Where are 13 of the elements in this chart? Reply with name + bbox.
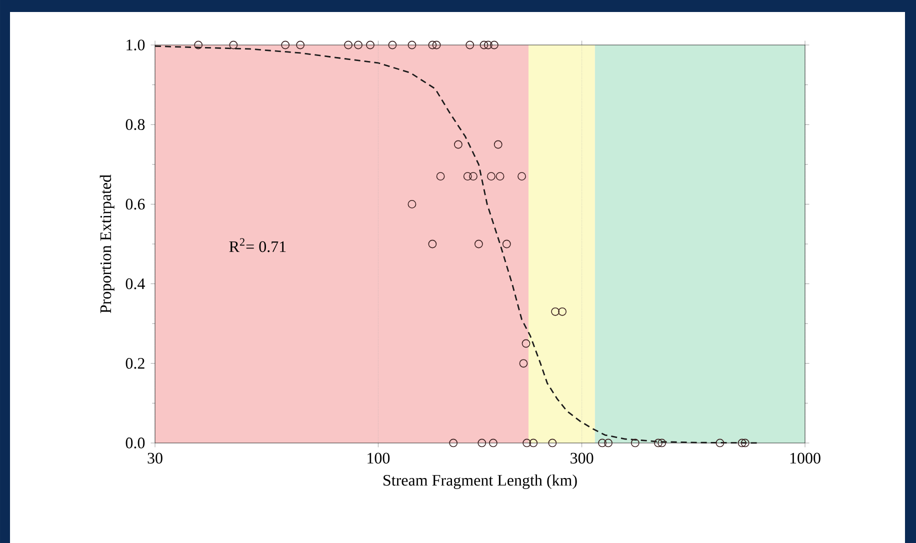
x-tick-label: 100 [368, 452, 390, 464]
y-tick-label: 0.6 [126, 198, 145, 210]
annotation: R$^{2}$= 0.71 [229, 238, 286, 252]
y-axis-title: Proportion Extirpated [100, 174, 114, 314]
x-tick-label: 30 [148, 452, 162, 464]
y-tick-label: 1.0 [126, 40, 145, 50]
y-tick-label: 0.2 [126, 358, 144, 369]
x-axis-title: Stream Fragment Length (km) [384, 474, 577, 489]
y-tick-label: 0.8 [126, 119, 145, 130]
y-tick-label: 0.4 [126, 278, 145, 290]
x-tick-label: 1000 [790, 452, 820, 464]
y-tick-label: 0.0 [126, 438, 145, 448]
x-tick-label: 300 [570, 452, 594, 464]
